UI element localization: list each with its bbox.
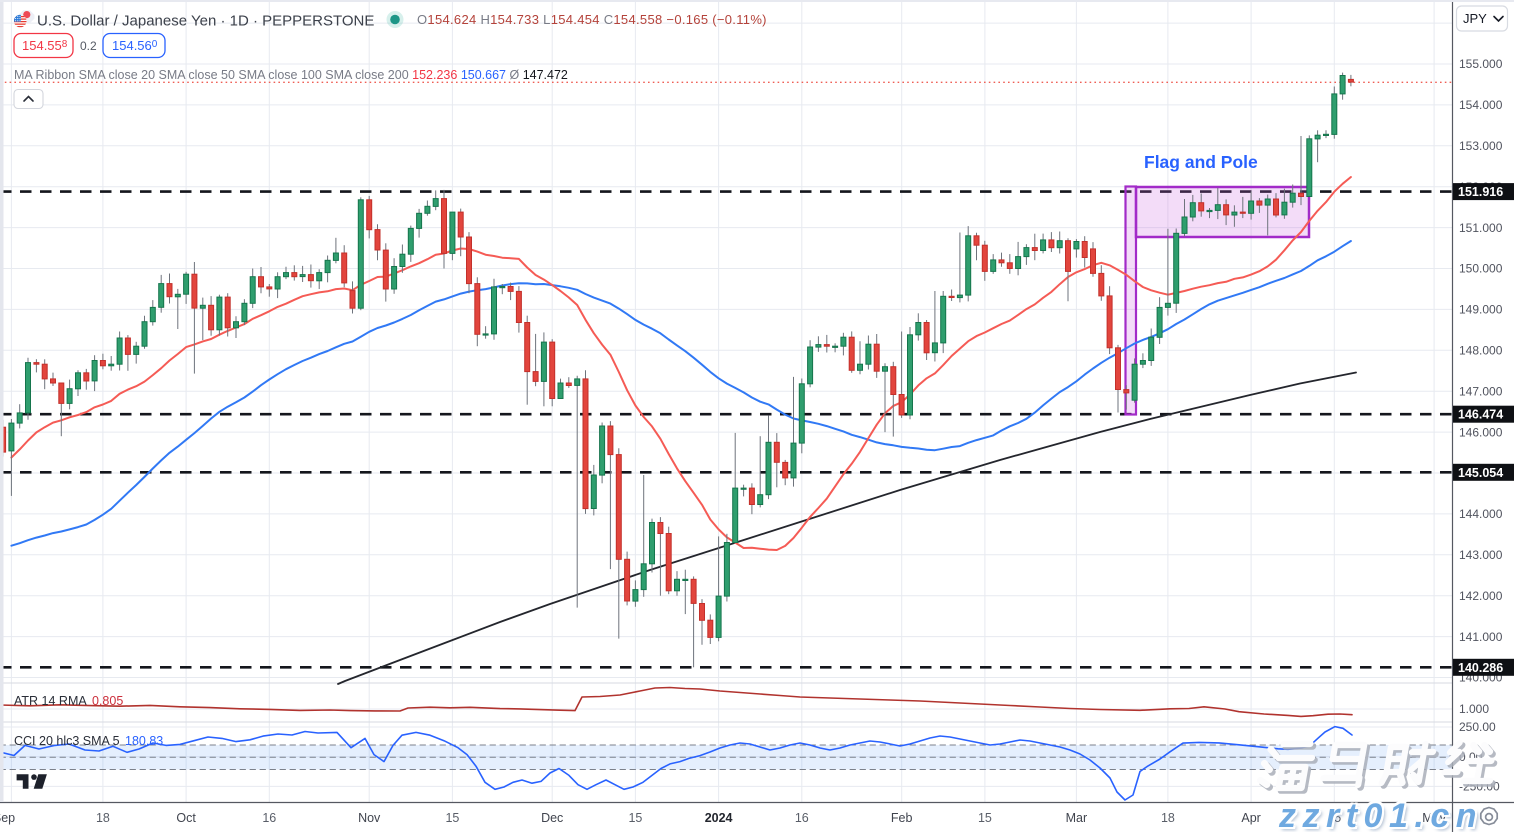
svg-text:154.560: 154.560 — [112, 38, 158, 53]
svg-text:15: 15 — [1327, 811, 1341, 825]
svg-text:155.000: 155.000 — [1459, 57, 1503, 71]
svg-text:153.000: 153.000 — [1459, 139, 1503, 153]
svg-text:18: 18 — [96, 811, 110, 825]
svg-text:Dec: Dec — [541, 811, 563, 825]
svg-text:Sep: Sep — [0, 811, 15, 825]
svg-text:142.000: 142.000 — [1459, 589, 1503, 603]
svg-text:2024: 2024 — [705, 811, 733, 825]
svg-text:145.054: 145.054 — [1458, 466, 1503, 480]
svg-text:MA Ribbon SMA close 20 SMA clo: MA Ribbon SMA close 20 SMA close 50 SMA … — [14, 68, 568, 82]
svg-text:0.805: 0.805 — [92, 694, 123, 708]
svg-text:CCI 20 hlc3 SMA 5: CCI 20 hlc3 SMA 5 — [14, 734, 120, 748]
svg-text:150.000: 150.000 — [1459, 262, 1503, 276]
svg-text:16: 16 — [795, 811, 809, 825]
svg-text:U.S. Dollar / Japanese Yen · 1: U.S. Dollar / Japanese Yen · 1D · PEPPER… — [37, 13, 374, 30]
svg-text:151.916: 151.916 — [1458, 185, 1503, 199]
svg-text:250.00: 250.00 — [1459, 720, 1496, 734]
svg-text:May: May — [1422, 811, 1446, 825]
svg-text:146.474: 146.474 — [1458, 408, 1503, 422]
svg-text:Nov: Nov — [358, 811, 381, 825]
svg-text:154.000: 154.000 — [1459, 98, 1503, 112]
svg-text:141.000: 141.000 — [1459, 630, 1503, 644]
svg-text:Flag and Pole: Flag and Pole — [1144, 152, 1258, 172]
svg-text:18: 18 — [1161, 811, 1175, 825]
svg-text:144.000: 144.000 — [1459, 507, 1503, 521]
svg-text:140.286: 140.286 — [1458, 661, 1503, 675]
svg-text:154.558: 154.558 — [22, 38, 68, 53]
svg-text:Apr: Apr — [1241, 811, 1260, 825]
svg-text:0.2: 0.2 — [80, 39, 97, 53]
svg-text:16: 16 — [262, 811, 276, 825]
svg-text:Oct: Oct — [176, 811, 196, 825]
svg-text:149.000: 149.000 — [1459, 303, 1503, 317]
svg-text:146.000: 146.000 — [1459, 425, 1503, 439]
svg-text:15: 15 — [445, 811, 459, 825]
svg-text:151.000: 151.000 — [1459, 221, 1503, 235]
svg-text:O154.624 H154.733 L154.454 C15: O154.624 H154.733 L154.454 C154.558 −0.1… — [417, 12, 767, 27]
svg-text:Feb: Feb — [891, 811, 913, 825]
svg-text:15: 15 — [978, 811, 992, 825]
svg-text:1.000: 1.000 — [1459, 702, 1489, 716]
svg-text:JPY: JPY — [1463, 11, 1487, 26]
svg-text:ATR 14 RMA: ATR 14 RMA — [14, 694, 87, 708]
svg-text:143.000: 143.000 — [1459, 548, 1503, 562]
svg-text:147.000: 147.000 — [1459, 384, 1503, 398]
svg-text:15: 15 — [628, 811, 642, 825]
svg-text:148.000: 148.000 — [1459, 344, 1503, 358]
svg-text:180.83: 180.83 — [125, 734, 163, 748]
svg-text:Mar: Mar — [1066, 811, 1088, 825]
